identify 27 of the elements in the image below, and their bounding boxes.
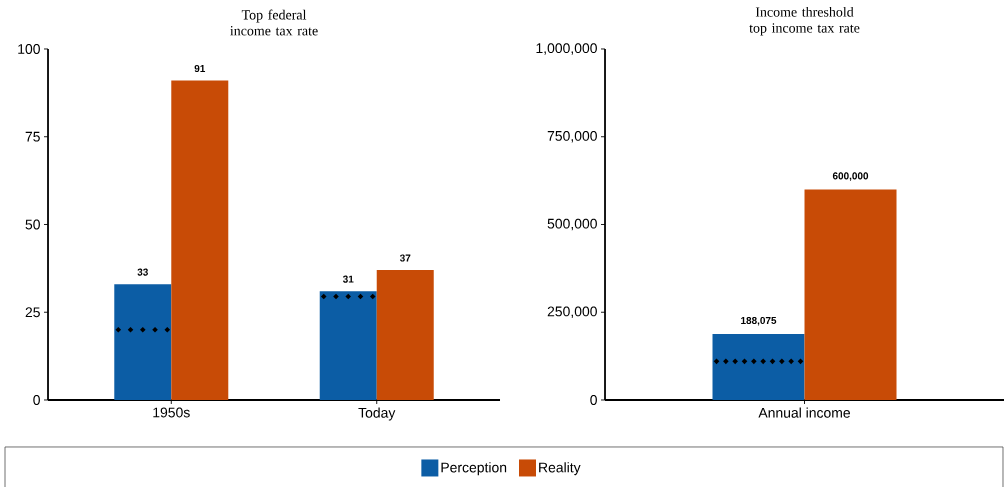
chart-title: Income threshold top income tax rate <box>749 6 860 36</box>
x-tick-label: Today <box>358 407 396 421</box>
y-tick-label: 0 <box>33 395 40 405</box>
y-tick-label: 100 <box>18 44 40 54</box>
y-tick-label: 0 <box>590 395 597 405</box>
legend-label: Perception <box>441 462 507 476</box>
bar <box>114 284 172 400</box>
y-tick-label: 1,000,000 <box>536 43 597 55</box>
legend-label: Reality <box>539 462 581 476</box>
data-label: 33 <box>137 268 148 276</box>
y-tick-label: 75 <box>25 131 40 142</box>
bar <box>171 80 229 400</box>
data-label: 91 <box>194 65 206 73</box>
data-label: 31 <box>342 275 354 283</box>
data-label: 188,075 <box>741 316 777 326</box>
y-tick-label: 250,000 <box>547 306 597 318</box>
data-label: 37 <box>399 254 411 262</box>
y-tick-label: 750,000 <box>547 130 597 143</box>
x-tick-label: Annual income <box>758 407 850 418</box>
x-tick-label: 1950s <box>153 407 190 418</box>
bar <box>319 291 377 400</box>
bar <box>376 270 434 400</box>
y-tick-label: 500,000 <box>547 218 597 231</box>
chart-title: Top federal income tax rate <box>230 9 318 36</box>
data-label: 600,000 <box>832 172 869 181</box>
y-tick-label: 25 <box>25 307 40 318</box>
y-tick-label: 50 <box>25 219 40 230</box>
